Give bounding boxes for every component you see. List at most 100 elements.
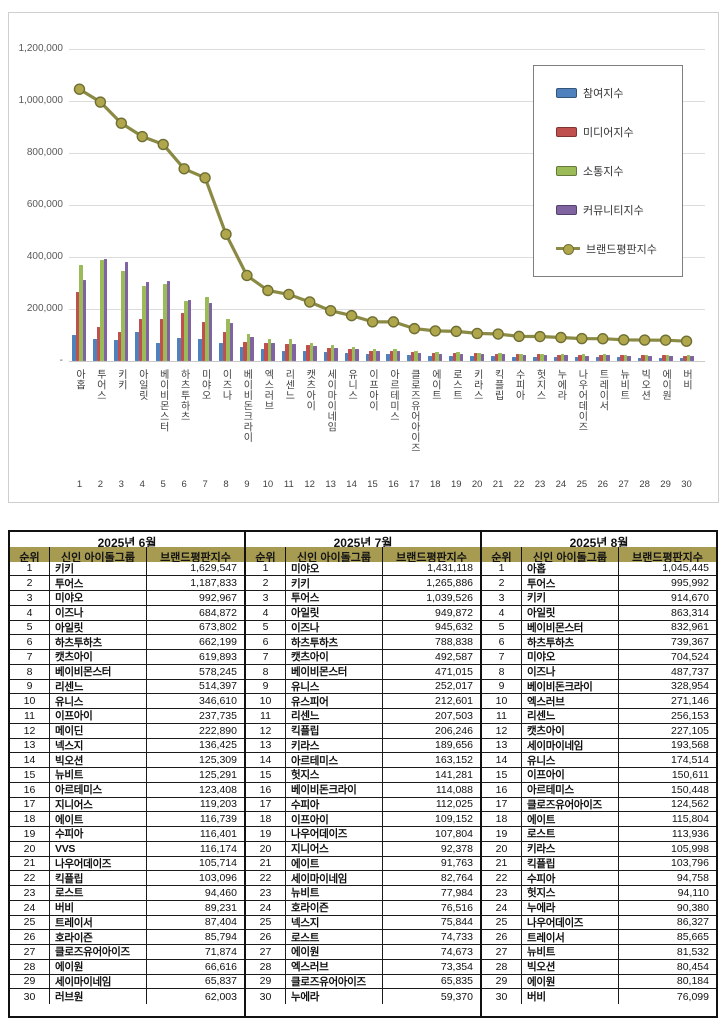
rank-cell: 30 — [482, 989, 522, 1004]
brand-index-cell: 90,380 — [619, 900, 716, 916]
bar-소통지수 — [519, 353, 523, 361]
x-rank-number: 16 — [388, 479, 399, 490]
rank-cell: 15 — [482, 768, 522, 783]
rank-cell: 24 — [10, 900, 50, 916]
rank-cell: 30 — [246, 989, 286, 1004]
bar-커뮤니티지수 — [480, 354, 485, 361]
bar-참여지수 — [219, 342, 223, 361]
x-category-label: 헛지스 — [534, 369, 545, 401]
group-name-cell: 캣츠아이 — [522, 723, 619, 739]
brand-index-cell: 1,431,118 — [383, 561, 480, 577]
brand-index-cell: 86,327 — [619, 915, 716, 931]
group-name-cell: 에이트 — [286, 856, 383, 872]
rank-cell: 13 — [482, 738, 522, 754]
brand-index-cell: 82,764 — [383, 871, 480, 886]
brand-index-cell: 237,735 — [147, 709, 244, 724]
x-rank-number: 29 — [660, 479, 671, 490]
brand-index-cell: 85,665 — [619, 930, 716, 945]
monthly-ranking-table: 2025년 6월 순위 신인 아이돌그룹 브랜드평판지수 1 키키 1,629,547 2 투어… — [8, 530, 718, 1018]
rank-cell: 17 — [246, 797, 286, 813]
group-name-cell: 키라스 — [286, 738, 383, 754]
x-rank-number: 25 — [576, 479, 588, 490]
rank-cell: 23 — [482, 886, 522, 901]
bar-소통지수 — [498, 352, 502, 361]
group-name-cell: 에이원 — [50, 959, 147, 975]
brand-index-cell: 115,804 — [619, 812, 716, 827]
bar-커뮤니티지수 — [396, 351, 401, 361]
brand-index-cell: 119,203 — [147, 797, 244, 813]
bar-미디어지수 — [620, 355, 624, 361]
group-name-cell: 수피아 — [50, 827, 147, 842]
line-marker — [492, 328, 504, 340]
bar-커뮤니티지수 — [627, 355, 631, 361]
rank-cell: 21 — [482, 856, 522, 872]
rank-cell: 25 — [10, 915, 50, 931]
x-rank-number: 17 — [409, 479, 420, 490]
bar-미디어지수 — [243, 341, 247, 361]
group-name-cell: 유니스 — [50, 694, 147, 709]
month-section: 2025년 6월 순위 신인 아이돌그룹 브랜드평판지수 1 키키 1,629,547 2 투어… — [10, 532, 244, 1016]
bar-참여지수 — [658, 357, 663, 361]
line-marker — [680, 335, 693, 347]
x-category-label: 투어스 — [94, 369, 106, 401]
group-name-cell: 뉴비트 — [50, 768, 147, 783]
brand-index-cell: 271,146 — [619, 694, 716, 709]
rank-cell: 29 — [10, 974, 50, 990]
line-marker — [324, 304, 337, 317]
bar-미디어지수 — [327, 348, 331, 361]
x-category-label: 키라스 — [471, 369, 483, 401]
group-name-cell: 투어스 — [50, 576, 147, 591]
line-marker — [136, 130, 148, 143]
bar-커뮤니티지수 — [376, 351, 380, 361]
rank-cell: 19 — [482, 827, 522, 842]
rank-cell: 27 — [482, 945, 522, 960]
rank-cell: 21 — [10, 856, 50, 872]
group-name-cell: 지니어스 — [286, 841, 383, 857]
bar-소통지수 — [288, 338, 293, 361]
line-marker — [534, 330, 546, 343]
group-name-cell: 넥스지 — [50, 738, 147, 754]
bar-참여지수 — [616, 357, 621, 361]
line-marker — [283, 288, 295, 301]
brand-index-cell: 94,110 — [619, 886, 716, 901]
line-marker — [429, 325, 442, 337]
group-name-cell: 뉴비트 — [286, 886, 383, 901]
bar-참여지수 — [177, 337, 181, 361]
rank-cell: 15 — [10, 768, 50, 783]
brand-index-cell: 87,404 — [147, 915, 244, 931]
group-name-cell: 캣츠아이 — [50, 650, 147, 665]
rank-cell: 6 — [246, 635, 286, 650]
rank-cell: 11 — [10, 709, 50, 724]
brand-index-cell: 62,003 — [147, 989, 244, 1004]
bar-커뮤니티지수 — [166, 280, 171, 361]
group-name-cell: 아홉 — [522, 561, 619, 577]
rank-cell: 1 — [246, 561, 286, 577]
group-name-cell: 클로즈유어아이즈 — [50, 945, 147, 960]
bar-소통지수 — [477, 352, 481, 361]
line-marker — [471, 327, 483, 340]
legend-label: 참여지수 — [583, 88, 624, 101]
rank-cell: 9 — [246, 679, 286, 695]
rank-cell: 19 — [246, 827, 286, 842]
group-name-cell: 에이트 — [50, 812, 147, 827]
bar-커뮤니티지수 — [690, 356, 694, 361]
x-category-label: 누에라 — [554, 369, 566, 401]
line-marker — [157, 138, 169, 151]
bar-참여지수 — [512, 356, 516, 361]
rank-cell: 29 — [482, 974, 522, 990]
bar-참여지수 — [93, 338, 97, 361]
brand-index-cell: 619,893 — [147, 650, 244, 665]
brand-index-cell: 116,174 — [147, 841, 244, 857]
rank-cell: 3 — [10, 591, 50, 606]
bar-참여지수 — [428, 355, 432, 361]
x-rank-number: 3 — [118, 479, 124, 490]
x-category-label: 나우어데이즈 — [575, 369, 587, 432]
group-name-cell: 아일릿 — [50, 620, 147, 636]
brand-index-cell: 92,378 — [383, 841, 480, 857]
bar-참여지수 — [449, 355, 453, 361]
brand-index-cell: 992,967 — [147, 591, 244, 606]
legend-label: 소통지수 — [583, 165, 624, 178]
x-category-label: 트레이서 — [596, 369, 608, 411]
group-name-cell: 트레이서 — [522, 930, 619, 945]
brand-index-cell: 252,017 — [383, 679, 480, 695]
